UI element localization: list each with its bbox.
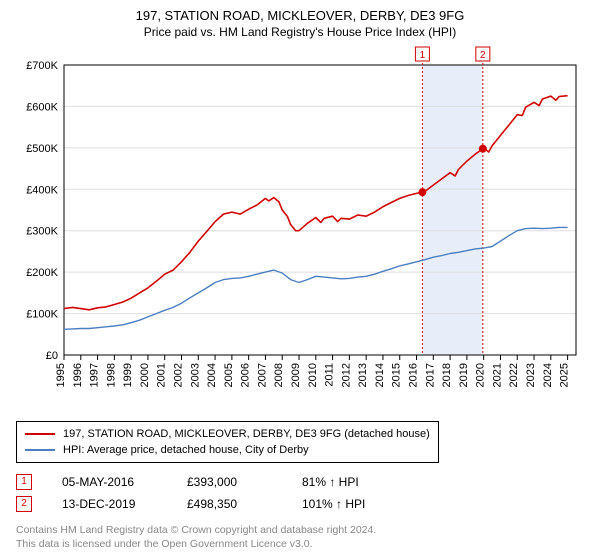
- svg-text:2: 2: [480, 50, 486, 61]
- annotation-table: 1 05-MAY-2016 £393,000 81% ↑ HPI 2 13-DE…: [16, 471, 584, 515]
- legend-label-b: HPI: Average price, detached house, City…: [63, 442, 309, 458]
- svg-text:£500K: £500K: [26, 143, 58, 155]
- svg-text:2015: 2015: [391, 363, 403, 387]
- legend-row-series-b: HPI: Average price, detached house, City…: [25, 442, 430, 458]
- svg-text:2007: 2007: [256, 363, 268, 387]
- svg-text:2002: 2002: [173, 363, 185, 387]
- svg-text:2022: 2022: [508, 363, 520, 387]
- chart-svg: £0 £100K £200K £300K £400K £500K £600K £700K 199…: [16, 45, 584, 415]
- annotation-price-1: £393,000: [187, 471, 272, 493]
- svg-text:2005: 2005: [223, 363, 235, 387]
- svg-text:1996: 1996: [72, 363, 84, 387]
- svg-text:2024: 2024: [542, 363, 554, 387]
- legend: 197, STATION ROAD, MICKLEOVER, DERBY, DE…: [16, 421, 439, 463]
- svg-text:2013: 2013: [357, 363, 369, 387]
- svg-text:2011: 2011: [324, 363, 336, 387]
- svg-text:2001: 2001: [156, 363, 168, 387]
- annotation-row-2: 2 13-DEC-2019 £498,350 101% ↑ HPI: [16, 493, 584, 515]
- footer-credits: Contains HM Land Registry data © Crown c…: [16, 523, 584, 551]
- svg-text:2008: 2008: [273, 363, 285, 387]
- svg-text:2018: 2018: [441, 363, 453, 387]
- svg-text:£400K: £400K: [26, 184, 58, 196]
- svg-text:2012: 2012: [340, 363, 352, 387]
- annotation-marker-1: 1: [16, 474, 32, 490]
- annotation-date-1: 05-MAY-2016: [62, 471, 157, 493]
- svg-text:1: 1: [420, 50, 426, 61]
- annotation-row-1: 1 05-MAY-2016 £393,000 81% ↑ HPI: [16, 471, 584, 493]
- svg-text:2019: 2019: [458, 363, 470, 387]
- svg-text:1995: 1995: [55, 363, 67, 387]
- svg-text:£200K: £200K: [26, 267, 58, 279]
- svg-text:2017: 2017: [424, 363, 436, 387]
- svg-text:2000: 2000: [139, 363, 151, 387]
- chart-title: 197, STATION ROAD, MICKLEOVER, DERBY, DE…: [16, 8, 584, 23]
- svg-text:1998: 1998: [105, 363, 117, 387]
- chart-subtitle: Price paid vs. HM Land Registry's House …: [16, 25, 584, 39]
- svg-text:2016: 2016: [408, 363, 420, 387]
- svg-text:£700K: £700K: [26, 60, 58, 72]
- svg-text:£300K: £300K: [26, 226, 58, 238]
- svg-text:£600K: £600K: [26, 101, 58, 113]
- svg-text:2009: 2009: [290, 363, 302, 387]
- svg-text:£0: £0: [46, 350, 58, 362]
- svg-text:2006: 2006: [240, 363, 252, 387]
- footer-line-1: Contains HM Land Registry data © Crown c…: [16, 523, 584, 537]
- svg-text:£100K: £100K: [26, 309, 58, 321]
- legend-label-a: 197, STATION ROAD, MICKLEOVER, DERBY, DE…: [63, 426, 430, 442]
- annotation-pct-2: 101% ↑ HPI: [302, 493, 382, 515]
- svg-text:2014: 2014: [374, 363, 386, 387]
- svg-text:2004: 2004: [206, 363, 218, 387]
- annotation-marker-2: 2: [16, 496, 32, 512]
- svg-text:2021: 2021: [491, 363, 503, 387]
- price-vs-hpi-chart: £0 £100K £200K £300K £400K £500K £600K £700K 199…: [16, 45, 584, 415]
- legend-swatch-b: [25, 449, 55, 451]
- svg-text:2025: 2025: [559, 363, 571, 387]
- annotation-pct-1: 81% ↑ HPI: [302, 471, 382, 493]
- legend-swatch-a: [25, 433, 55, 435]
- svg-text:1999: 1999: [122, 363, 134, 387]
- annotation-price-2: £498,350: [187, 493, 272, 515]
- svg-text:1997: 1997: [89, 363, 101, 387]
- svg-text:2003: 2003: [189, 363, 201, 387]
- svg-text:2010: 2010: [307, 363, 319, 387]
- legend-row-series-a: 197, STATION ROAD, MICKLEOVER, DERBY, DE…: [25, 426, 430, 442]
- svg-text:2023: 2023: [525, 363, 537, 387]
- footer-line-2: This data is licensed under the Open Gov…: [16, 537, 584, 551]
- svg-text:2020: 2020: [475, 363, 487, 387]
- annotation-date-2: 13-DEC-2019: [62, 493, 157, 515]
